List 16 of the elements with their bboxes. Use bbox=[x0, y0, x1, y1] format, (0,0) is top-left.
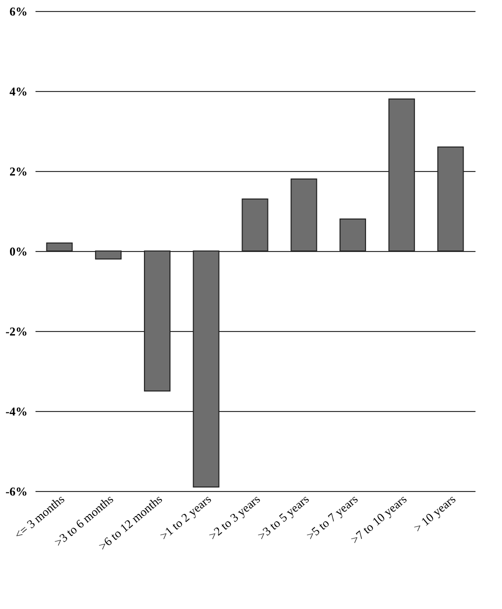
bar bbox=[95, 250, 122, 260]
y-tick-label: 6% bbox=[10, 4, 28, 18]
bar bbox=[46, 242, 73, 252]
bar bbox=[242, 198, 268, 252]
y-tick-label: 2% bbox=[10, 164, 28, 178]
bar bbox=[192, 250, 220, 488]
bar bbox=[437, 146, 464, 252]
bar bbox=[388, 98, 415, 252]
y-tick-label: -6% bbox=[6, 484, 28, 498]
bar bbox=[340, 218, 366, 252]
y-tick-label: -2% bbox=[6, 324, 28, 338]
y-tick-label: 0% bbox=[10, 244, 28, 258]
bar bbox=[144, 250, 170, 392]
bar bbox=[290, 178, 318, 252]
y-tick-label: 4% bbox=[10, 84, 28, 98]
y-tick-label: -4% bbox=[6, 404, 28, 418]
